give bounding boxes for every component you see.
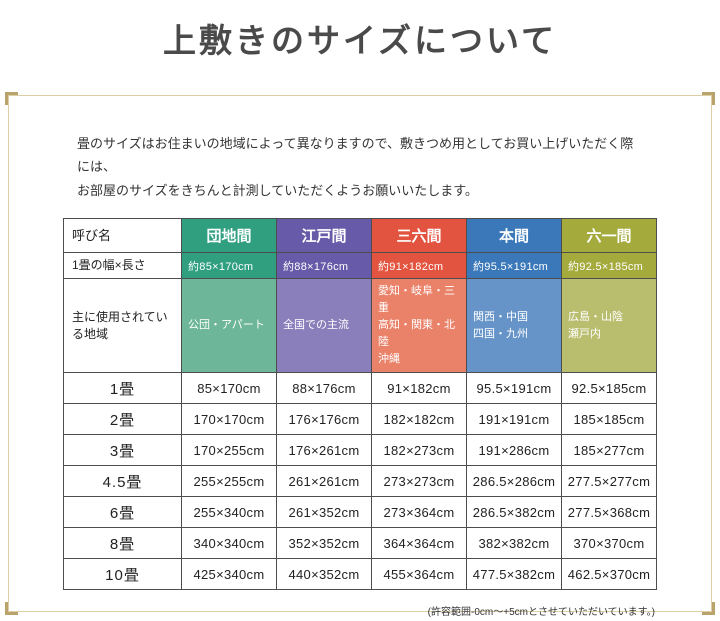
column-header-danchima: 団地間: [181, 218, 277, 254]
size-value-cell: 364×364cm: [371, 527, 467, 560]
size-value-cell: 352×352cm: [276, 527, 372, 560]
tatami-size-table: 呼び名 団地間 江戸間 三六間 本間 六一間 1畳の幅×長さ 約85×170cm…: [63, 218, 657, 591]
size-row-3jo: 3畳 170×255cm 176×261cm 182×273cm 191×286…: [63, 434, 657, 467]
size-row-label: 3畳: [63, 434, 182, 467]
frame-corner-bottom-left: [5, 601, 18, 615]
column-header-rokuichima: 六一間: [561, 218, 657, 254]
size-value-cell: 273×364cm: [371, 496, 467, 529]
frame-corner-top-right: [702, 91, 715, 105]
intro-line-1: 畳のサイズはお住まいの地域によって異なりますので、敷きつめ用としてお買い上げいた…: [77, 135, 634, 175]
size-value-cell: 185×185cm: [561, 403, 657, 436]
tolerance-note: (許容範囲-0cm～+5cmとさせていただいています。): [427, 607, 655, 619]
size-row-label: 4.5畳: [63, 465, 182, 498]
size-row-1jo: 1畳 85×170cm 88×176cm 91×182cm 95.5×191cm…: [63, 372, 657, 405]
width-length-row-label: 1畳の幅×長さ: [63, 252, 182, 280]
size-value-cell: 191×191cm: [466, 403, 562, 436]
width-length-cell: 約92.5×185cm: [561, 252, 657, 280]
size-value-cell: 88×176cm: [276, 372, 372, 405]
regions-cell: 関西・中国 四国・九州: [466, 278, 562, 374]
regions-row: 主に使用されている地域 公団・アパート 全国での主流 愛知・岐阜・三重 高知・関…: [63, 278, 657, 374]
page-title: 上敷きのサイズについて: [162, 24, 558, 60]
regions-cell: 公団・アパート: [181, 278, 277, 374]
size-value-cell: 185×277cm: [561, 434, 657, 467]
size-value-cell: 92.5×185cm: [561, 372, 657, 405]
size-row-4-5jo: 4.5畳 255×255cm 261×261cm 273×273cm 286.5…: [63, 465, 657, 498]
size-row-10jo: 10畳 425×340cm 440×352cm 455×364cm 477.5×…: [63, 558, 657, 591]
size-row-label: 6畳: [63, 496, 182, 529]
size-row-2jo: 2畳 170×170cm 176×176cm 182×182cm 191×191…: [63, 403, 657, 436]
intro-line-2: お部屋のサイズをきちんと計測していただくようお願いいたします。: [77, 182, 478, 198]
size-value-cell: 170×255cm: [181, 434, 277, 467]
size-value-cell: 261×352cm: [276, 496, 372, 529]
size-value-cell: 255×255cm: [181, 465, 277, 498]
content-frame: 畳のサイズはお住まいの地域によって異なりますので、敷きつめ用としてお買い上げいた…: [5, 91, 715, 618]
size-value-cell: 455×364cm: [371, 558, 467, 591]
size-row-label: 1畳: [63, 372, 182, 405]
size-row-6jo: 6畳 255×340cm 261×352cm 273×364cm 286.5×3…: [63, 496, 657, 529]
size-value-cell: 176×261cm: [276, 434, 372, 467]
size-value-cell: 286.5×382cm: [466, 496, 562, 529]
size-value-cell: 85×170cm: [181, 372, 277, 405]
size-value-cell: 91×182cm: [371, 372, 467, 405]
size-value-cell: 425×340cm: [181, 558, 277, 591]
column-header-edoma: 江戸間: [276, 218, 372, 254]
width-length-cell: 約95.5×191cm: [466, 252, 562, 280]
size-value-cell: 170×170cm: [181, 403, 277, 436]
size-value-cell: 191×286cm: [466, 434, 562, 467]
corner-header-label: 呼び名: [63, 218, 182, 254]
size-value-cell: 277.5×277cm: [561, 465, 657, 498]
size-row-8jo: 8畳 340×340cm 352×352cm 364×364cm 382×382…: [63, 527, 657, 560]
size-value-cell: 277.5×368cm: [561, 496, 657, 529]
size-value-cell: 477.5×382cm: [466, 558, 562, 591]
size-value-cell: 255×340cm: [181, 496, 277, 529]
size-value-cell: 95.5×191cm: [466, 372, 562, 405]
size-value-cell: 176×176cm: [276, 403, 372, 436]
size-value-cell: 182×182cm: [371, 403, 467, 436]
size-value-cell: 370×370cm: [561, 527, 657, 560]
size-value-cell: 340×340cm: [181, 527, 277, 560]
width-length-cell: 約91×182cm: [371, 252, 467, 280]
size-value-cell: 261×261cm: [276, 465, 372, 498]
frame-corner-bottom-right: [702, 601, 715, 615]
frame-corner-top-left: [5, 91, 18, 105]
regions-row-label: 主に使用されている地域: [63, 278, 182, 374]
size-row-label: 10畳: [63, 558, 182, 591]
regions-cell: 広島・山陰 瀬戸内: [561, 278, 657, 374]
table-header-row: 呼び名 団地間 江戸間 三六間 本間 六一間: [63, 218, 657, 254]
size-value-cell: 462.5×370cm: [561, 558, 657, 591]
size-row-label: 8畳: [63, 527, 182, 560]
column-header-saburokuma: 三六間: [371, 218, 467, 254]
width-length-cell: 約85×170cm: [181, 252, 277, 280]
size-row-label: 2畳: [63, 403, 182, 436]
size-value-cell: 182×273cm: [371, 434, 467, 467]
regions-cell: 愛知・岐阜・三重 高知・関東・北陸 沖縄: [371, 278, 467, 374]
regions-cell: 全国での主流: [276, 278, 372, 374]
width-length-cell: 約88×176cm: [276, 252, 372, 280]
width-length-row: 1畳の幅×長さ 約85×170cm 約88×176cm 約91×182cm 約9…: [63, 252, 657, 280]
column-header-honma: 本間: [466, 218, 562, 254]
intro-text: 畳のサイズはお住まいの地域によって異なりますので、敷きつめ用としてお買い上げいた…: [77, 132, 643, 202]
size-value-cell: 382×382cm: [466, 527, 562, 560]
size-value-cell: 440×352cm: [276, 558, 372, 591]
size-value-cell: 286.5×286cm: [466, 465, 562, 498]
size-value-cell: 273×273cm: [371, 465, 467, 498]
